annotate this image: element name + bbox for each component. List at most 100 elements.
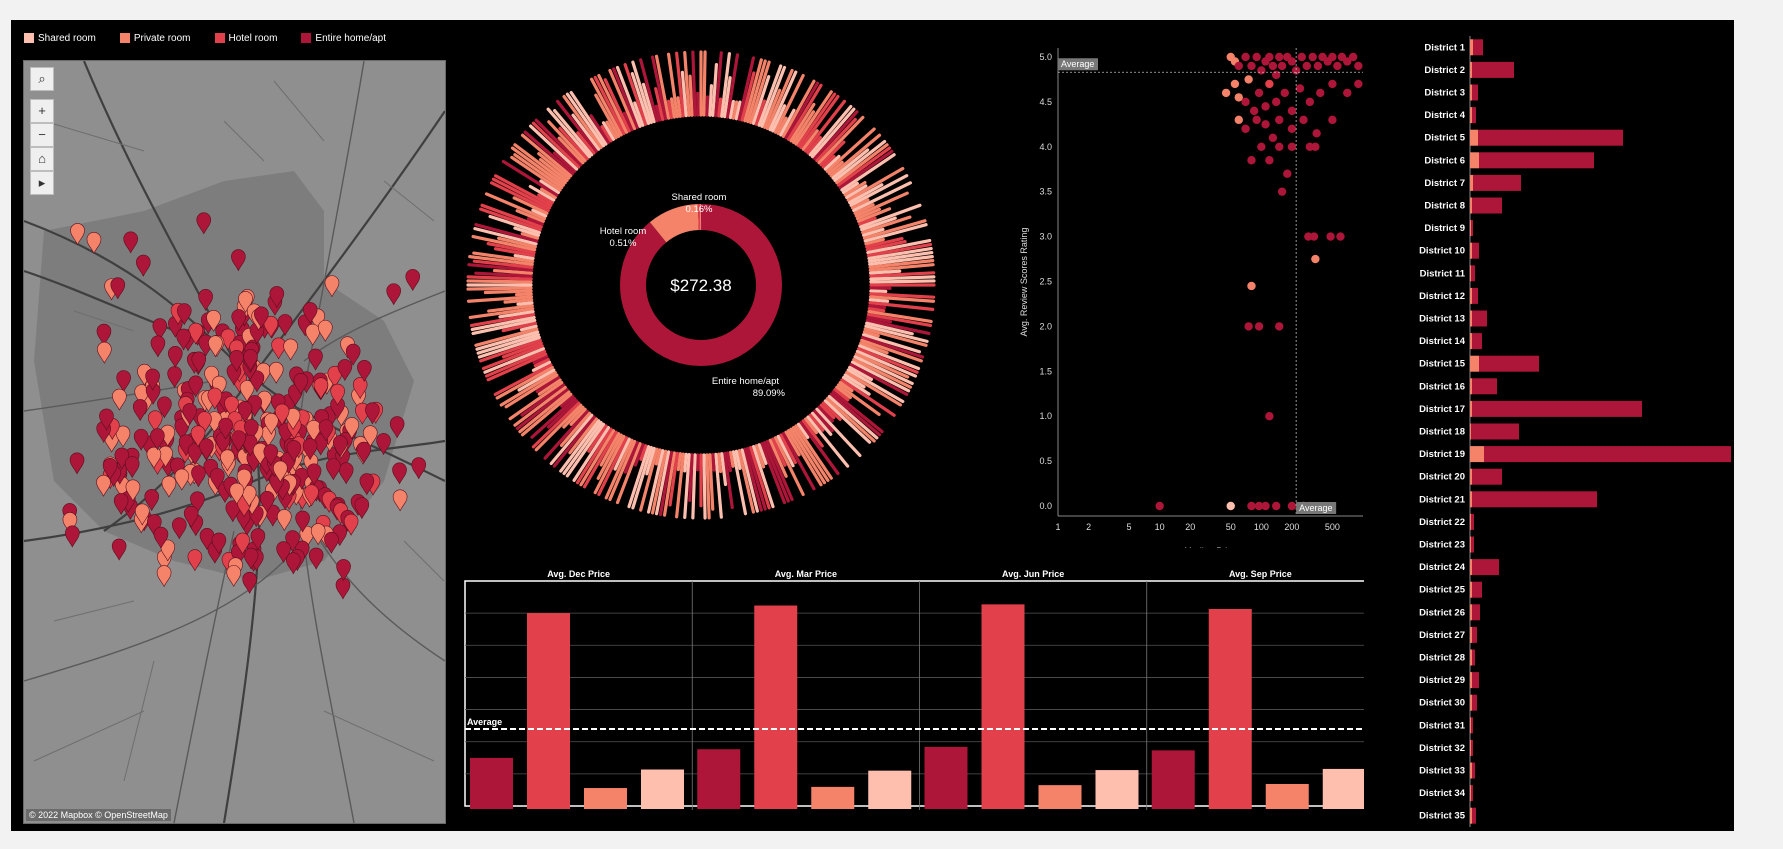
- map-pin[interactable]: [263, 444, 279, 467]
- home-icon[interactable]: ⌂: [30, 147, 54, 171]
- map-pin[interactable]: [224, 395, 239, 418]
- district-bar-private[interactable]: [1470, 694, 1472, 711]
- district-bar-private[interactable]: [1470, 400, 1472, 417]
- map-pin[interactable]: [359, 473, 375, 496]
- district-bar-private[interactable]: [1470, 310, 1472, 327]
- map-pin[interactable]: [362, 425, 378, 448]
- map-pin[interactable]: [250, 528, 266, 551]
- search-icon[interactable]: ⌕: [30, 67, 54, 91]
- district-bar-entire[interactable]: [1472, 287, 1478, 304]
- map-pin[interactable]: [285, 552, 301, 575]
- district-bar-entire[interactable]: [1472, 672, 1479, 689]
- district-bar-private[interactable]: [1470, 807, 1472, 824]
- map-pin[interactable]: [199, 438, 214, 461]
- scatter-point[interactable]: [1283, 169, 1292, 178]
- map-pin[interactable]: [161, 475, 177, 498]
- scatter-point[interactable]: [1287, 501, 1297, 511]
- map-pin[interactable]: [244, 419, 259, 442]
- month-bar[interactable]: [981, 604, 1025, 809]
- month-bar[interactable]: [1208, 609, 1252, 809]
- scatter-point[interactable]: [1343, 88, 1352, 98]
- scatter-point[interactable]: [1247, 156, 1256, 165]
- scatter-point[interactable]: [1343, 57, 1352, 66]
- district-bar-private[interactable]: [1470, 604, 1472, 621]
- district-bar-entire[interactable]: [1471, 739, 1473, 756]
- scatter-point[interactable]: [1348, 52, 1358, 62]
- map-pin[interactable]: [302, 302, 318, 325]
- scatter-point[interactable]: [1312, 129, 1321, 138]
- map-pin[interactable]: [293, 372, 309, 395]
- map-pin[interactable]: [302, 438, 318, 461]
- scatter-point[interactable]: [1265, 411, 1274, 421]
- map-pin[interactable]: [392, 462, 407, 485]
- map-pin[interactable]: [271, 337, 286, 360]
- map-pin[interactable]: [295, 510, 310, 533]
- district-bar-private[interactable]: [1470, 649, 1472, 666]
- map-pin[interactable]: [330, 383, 345, 406]
- map-pin[interactable]: [99, 408, 114, 431]
- district-bar-entire[interactable]: [1472, 84, 1478, 101]
- month-bar[interactable]: [754, 605, 798, 809]
- play-icon[interactable]: ▸: [30, 171, 54, 195]
- district-bar-private[interactable]: [1470, 423, 1471, 440]
- map-pin[interactable]: [243, 547, 259, 570]
- map-pin[interactable]: [241, 485, 257, 508]
- map-pin[interactable]: [183, 505, 199, 528]
- district-bar-private[interactable]: [1470, 129, 1478, 146]
- district-bar-private[interactable]: [1470, 333, 1472, 350]
- map-pin[interactable]: [229, 482, 245, 505]
- map-pin[interactable]: [196, 212, 212, 235]
- district-bar-private[interactable]: [1470, 536, 1471, 553]
- district-bar-entire[interactable]: [1472, 242, 1479, 259]
- map-pin[interactable]: [352, 377, 368, 400]
- district-bar-private[interactable]: [1470, 762, 1472, 779]
- district-bar-private[interactable]: [1470, 107, 1472, 124]
- scatter-point[interactable]: [1254, 322, 1264, 331]
- scatter-point[interactable]: [1328, 115, 1337, 125]
- map-pin[interactable]: [158, 445, 173, 468]
- map-pin[interactable]: [147, 410, 163, 433]
- map-pin[interactable]: [276, 541, 291, 564]
- map-pin[interactable]: [269, 286, 285, 309]
- map-pin[interactable]: [187, 443, 203, 466]
- map-pin[interactable]: [182, 403, 198, 426]
- map-pin[interactable]: [65, 525, 80, 548]
- scatter-point[interactable]: [1249, 106, 1259, 116]
- district-bar-private[interactable]: [1470, 152, 1479, 169]
- map-pin[interactable]: [392, 489, 408, 512]
- district-bar-private[interactable]: [1470, 174, 1473, 191]
- scatter-point[interactable]: [1311, 254, 1320, 264]
- map-pin[interactable]: [254, 306, 269, 329]
- map-pin[interactable]: [268, 361, 284, 384]
- scatter-point[interactable]: [1247, 501, 1256, 511]
- scatter-point[interactable]: [1275, 115, 1284, 125]
- map-pin[interactable]: [299, 525, 315, 548]
- scatter-point[interactable]: [1254, 88, 1264, 98]
- district-bar-entire[interactable]: [1472, 378, 1497, 395]
- map-pin[interactable]: [190, 425, 206, 448]
- map-pin[interactable]: [218, 417, 233, 440]
- scatter-point[interactable]: [1257, 142, 1266, 151]
- legend-item[interactable]: Hotel room: [214, 30, 277, 46]
- map-pin[interactable]: [174, 418, 190, 441]
- map-pin[interactable]: [97, 341, 112, 364]
- scatter-point[interactable]: [1277, 187, 1287, 196]
- district-bar-private[interactable]: [1470, 84, 1472, 101]
- map-pin[interactable]: [102, 458, 118, 480]
- map-pin[interactable]: [344, 417, 360, 440]
- map-pin[interactable]: [176, 328, 191, 351]
- map-pin[interactable]: [324, 531, 339, 554]
- map-pin[interactable]: [191, 351, 207, 374]
- scatter-point[interactable]: [1328, 52, 1337, 62]
- map-pin[interactable]: [190, 491, 205, 514]
- scatter-point[interactable]: [1271, 501, 1281, 511]
- month-bar[interactable]: [527, 613, 570, 809]
- scatter-point[interactable]: [1254, 501, 1264, 511]
- district-bar-entire[interactable]: [1472, 604, 1480, 621]
- map-pin[interactable]: [263, 412, 279, 435]
- district-bar-private[interactable]: [1470, 378, 1472, 395]
- map-pin[interactable]: [345, 343, 361, 366]
- district-bar-entire[interactable]: [1472, 694, 1477, 711]
- district-bar-entire[interactable]: [1471, 717, 1473, 734]
- map-pin[interactable]: [259, 491, 275, 513]
